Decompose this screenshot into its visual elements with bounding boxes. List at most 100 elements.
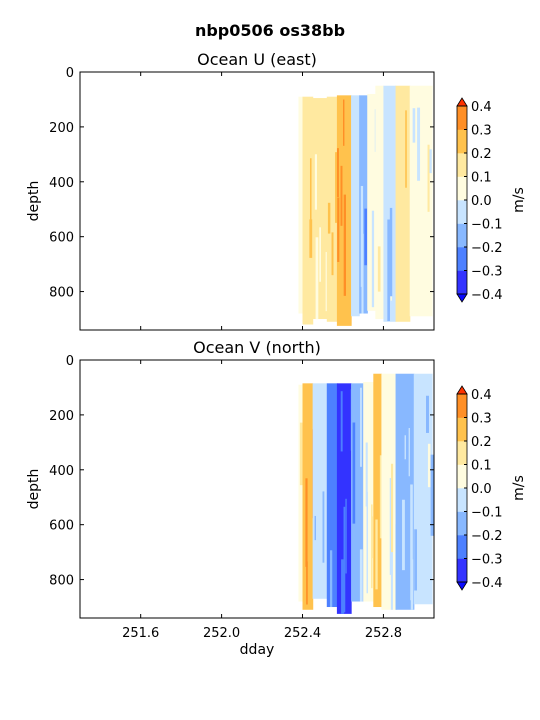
data-band (359, 95, 368, 314)
data-streak (390, 549, 393, 610)
y-tick-label: 200 (49, 121, 74, 136)
data-streak (364, 208, 367, 266)
data-streak (361, 233, 364, 314)
colorbar-tick-label: −0.4 (471, 576, 503, 591)
y-axis-label: depth (26, 469, 42, 510)
data-streak (427, 443, 431, 488)
data-streak (340, 391, 343, 452)
colorbar-segment (457, 417, 467, 442)
data-streak (365, 442, 368, 507)
data-band (312, 98, 328, 320)
data-band (375, 85, 385, 320)
data-streak (306, 561, 308, 605)
colorbar-segment (457, 129, 467, 154)
colorbar-segment (457, 153, 467, 177)
data-streak (322, 491, 325, 563)
colorbar-tick-label: 0.1 (471, 459, 492, 474)
data-streak (405, 110, 407, 188)
y-tick-label: 800 (49, 286, 74, 301)
data-streak (299, 422, 303, 486)
data-streak (417, 107, 421, 181)
data-streak (340, 165, 343, 226)
data-band (367, 93, 376, 311)
x-tick-label: 251.6 (122, 626, 159, 641)
y-tick-label: 600 (49, 519, 74, 534)
colorbar-segment (457, 558, 467, 583)
colorbar-tick-label: −0.2 (471, 529, 503, 544)
data-streak (336, 148, 339, 198)
colorbar: −0.4 −0.3 −0.2 −0.1 0.0 0.1 0.2 0.3 0.4 m/s (456, 97, 527, 303)
data-streak (360, 387, 362, 467)
data-band (326, 383, 338, 608)
colorbar-tick-label: −0.4 (471, 288, 503, 303)
data-streak (343, 194, 346, 296)
colorbar-segment (457, 488, 467, 512)
data-streak (414, 529, 417, 591)
colorbar-segment (457, 511, 467, 536)
data-streak (389, 478, 392, 575)
data-streak (408, 428, 410, 477)
colorbar-extend-max (456, 385, 468, 395)
y-tick-label: 400 (49, 176, 74, 191)
x-tick-label: 252.4 (284, 626, 321, 641)
data-streak (325, 251, 328, 312)
data-streak (345, 498, 347, 574)
data-streak (331, 232, 334, 276)
data-streak (404, 435, 406, 460)
data-streak (375, 519, 378, 590)
colorbar: −0.4 −0.3 −0.2 −0.1 0.0 0.1 0.2 0.3 0.4 m/s (456, 385, 527, 591)
y-tick-label: 600 (49, 231, 74, 246)
data-band (298, 96, 304, 314)
data-streak (387, 219, 390, 322)
data-streak (352, 422, 356, 524)
data-band (302, 383, 314, 610)
colorbar-tick-label: 0.2 (471, 435, 492, 450)
data-streak (366, 491, 369, 594)
data-streak (359, 549, 363, 602)
data-field (298, 373, 434, 614)
data-streak (327, 202, 331, 234)
data-band (381, 373, 397, 610)
colorbar-tick-label: −0.3 (471, 553, 503, 568)
data-band (326, 96, 338, 322)
data-streak (427, 144, 430, 212)
data-band (298, 384, 304, 602)
colorbar-extend-min (456, 581, 468, 591)
data-streak (412, 108, 416, 143)
x-axis-label: dday (240, 642, 275, 658)
colorbar-tick-label: 0.2 (471, 147, 492, 162)
colorbar-tick-label: 0.0 (471, 482, 492, 497)
data-streak (371, 516, 374, 559)
data-streak (371, 210, 375, 308)
data-streak (377, 246, 381, 292)
colorbar-segment (457, 464, 467, 489)
data-streak (309, 158, 312, 254)
data-streak (343, 506, 346, 613)
data-streak (337, 197, 340, 262)
data-band (336, 383, 352, 614)
data-streak (410, 484, 413, 601)
colorbar-label: m/s (511, 187, 527, 213)
y-tick-label: 0 (66, 354, 74, 369)
panels: Ocean U (east) 0 200 400 600 800 depth −0.4 −0.3… (26, 50, 527, 658)
data-streak (429, 149, 432, 174)
data-streak (341, 559, 345, 614)
data-streak (390, 463, 394, 553)
data-streak (319, 227, 321, 282)
data-streak (425, 395, 429, 433)
colorbar-segment (457, 535, 467, 559)
data-streak (389, 207, 393, 297)
y-tick-label: 400 (49, 464, 74, 479)
colorbar-segment (457, 106, 467, 130)
colorbar-label: m/s (511, 475, 527, 501)
data-streak (329, 550, 333, 608)
data-field (298, 85, 433, 326)
colorbar-segment (457, 200, 467, 224)
colorbar-segment (457, 176, 467, 201)
colorbar-segment (457, 223, 467, 248)
y-tick-label: 0 (66, 66, 74, 81)
colorbar-tick-label: 0.4 (471, 100, 492, 115)
plot-frame (79, 71, 435, 331)
data-band (373, 373, 383, 608)
